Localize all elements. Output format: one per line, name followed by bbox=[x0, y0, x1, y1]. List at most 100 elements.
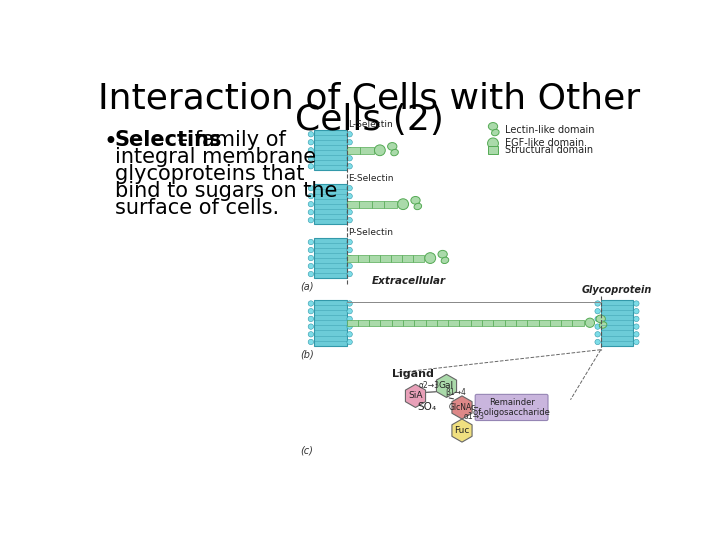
Bar bbox=[413, 254, 424, 261]
Bar bbox=[380, 320, 392, 326]
Circle shape bbox=[634, 324, 639, 329]
Circle shape bbox=[308, 301, 314, 306]
Text: Ligand: Ligand bbox=[392, 369, 434, 379]
Text: glycoproteins that: glycoproteins that bbox=[114, 164, 305, 184]
Circle shape bbox=[425, 253, 436, 264]
Circle shape bbox=[308, 324, 314, 329]
Ellipse shape bbox=[488, 123, 498, 130]
Bar bbox=[482, 320, 493, 326]
Circle shape bbox=[347, 316, 352, 322]
Ellipse shape bbox=[596, 315, 606, 323]
Text: L-Selectin: L-Selectin bbox=[348, 120, 393, 129]
Circle shape bbox=[347, 218, 352, 223]
Bar bbox=[527, 320, 539, 326]
Circle shape bbox=[347, 332, 352, 337]
Text: Remainder
of oligosaccharide: Remainder of oligosaccharide bbox=[473, 398, 550, 417]
Text: P-Selectin: P-Selectin bbox=[348, 227, 393, 237]
Text: α2→3: α2→3 bbox=[419, 381, 440, 390]
Circle shape bbox=[595, 301, 600, 306]
Ellipse shape bbox=[492, 130, 499, 136]
Circle shape bbox=[347, 239, 352, 245]
Bar bbox=[426, 320, 437, 326]
Circle shape bbox=[308, 218, 314, 223]
Circle shape bbox=[308, 132, 314, 137]
Circle shape bbox=[585, 318, 595, 327]
Circle shape bbox=[347, 147, 352, 153]
Text: Selectins: Selectins bbox=[114, 130, 222, 150]
Text: bind to sugars on the: bind to sugars on the bbox=[114, 181, 337, 201]
Circle shape bbox=[308, 239, 314, 245]
Text: SO₄: SO₄ bbox=[418, 402, 436, 413]
Bar bbox=[379, 254, 391, 261]
Circle shape bbox=[308, 308, 314, 314]
Bar bbox=[493, 320, 505, 326]
Circle shape bbox=[347, 247, 352, 253]
Circle shape bbox=[634, 339, 639, 345]
Circle shape bbox=[595, 324, 600, 329]
Text: SiA: SiA bbox=[408, 392, 423, 400]
Circle shape bbox=[308, 272, 314, 277]
Bar bbox=[346, 147, 360, 154]
Circle shape bbox=[308, 339, 314, 345]
Bar bbox=[600, 300, 634, 346]
Circle shape bbox=[308, 185, 314, 191]
Circle shape bbox=[308, 316, 314, 322]
Circle shape bbox=[347, 201, 352, 207]
Text: surface of cells.: surface of cells. bbox=[114, 198, 279, 218]
Text: (a): (a) bbox=[300, 282, 313, 292]
Circle shape bbox=[634, 301, 639, 306]
Text: Extracellular: Extracellular bbox=[372, 276, 446, 286]
Circle shape bbox=[347, 139, 352, 145]
Circle shape bbox=[347, 255, 352, 261]
Bar bbox=[346, 201, 359, 208]
Circle shape bbox=[595, 308, 600, 314]
Ellipse shape bbox=[387, 143, 397, 150]
Polygon shape bbox=[405, 384, 426, 408]
Text: Cells (2): Cells (2) bbox=[294, 103, 444, 137]
Text: β1→4: β1→4 bbox=[445, 388, 466, 397]
Ellipse shape bbox=[438, 251, 447, 258]
Bar bbox=[372, 201, 384, 208]
Ellipse shape bbox=[599, 322, 607, 328]
Ellipse shape bbox=[391, 150, 398, 156]
Bar bbox=[448, 320, 459, 326]
Ellipse shape bbox=[414, 203, 422, 210]
Text: Gal: Gal bbox=[439, 381, 454, 390]
Circle shape bbox=[487, 138, 498, 148]
Circle shape bbox=[347, 185, 352, 191]
Circle shape bbox=[308, 201, 314, 207]
Circle shape bbox=[308, 255, 314, 261]
Circle shape bbox=[347, 324, 352, 329]
Circle shape bbox=[374, 145, 385, 156]
Circle shape bbox=[347, 264, 352, 269]
Circle shape bbox=[634, 332, 639, 337]
Text: Lectin-like domain: Lectin-like domain bbox=[505, 125, 595, 135]
Circle shape bbox=[347, 132, 352, 137]
Bar bbox=[346, 320, 358, 326]
Bar bbox=[403, 320, 414, 326]
Circle shape bbox=[347, 210, 352, 215]
Bar bbox=[369, 254, 379, 261]
Bar bbox=[346, 254, 358, 261]
FancyBboxPatch shape bbox=[475, 394, 548, 421]
Bar bbox=[561, 320, 572, 326]
Bar bbox=[314, 300, 346, 346]
Bar bbox=[572, 320, 584, 326]
Circle shape bbox=[347, 156, 352, 161]
Text: E-Selectin: E-Selectin bbox=[348, 174, 394, 183]
Text: GlcNAc: GlcNAc bbox=[449, 403, 476, 412]
Bar bbox=[358, 254, 369, 261]
Circle shape bbox=[634, 308, 639, 314]
Circle shape bbox=[308, 164, 314, 169]
Circle shape bbox=[595, 316, 600, 322]
Circle shape bbox=[397, 199, 408, 210]
Text: (b): (b) bbox=[300, 350, 314, 360]
Circle shape bbox=[308, 247, 314, 253]
Bar bbox=[550, 320, 561, 326]
Circle shape bbox=[347, 164, 352, 169]
Bar bbox=[314, 184, 346, 224]
Bar bbox=[391, 254, 402, 261]
Bar bbox=[358, 320, 369, 326]
Bar bbox=[402, 254, 413, 261]
Bar bbox=[384, 201, 397, 208]
